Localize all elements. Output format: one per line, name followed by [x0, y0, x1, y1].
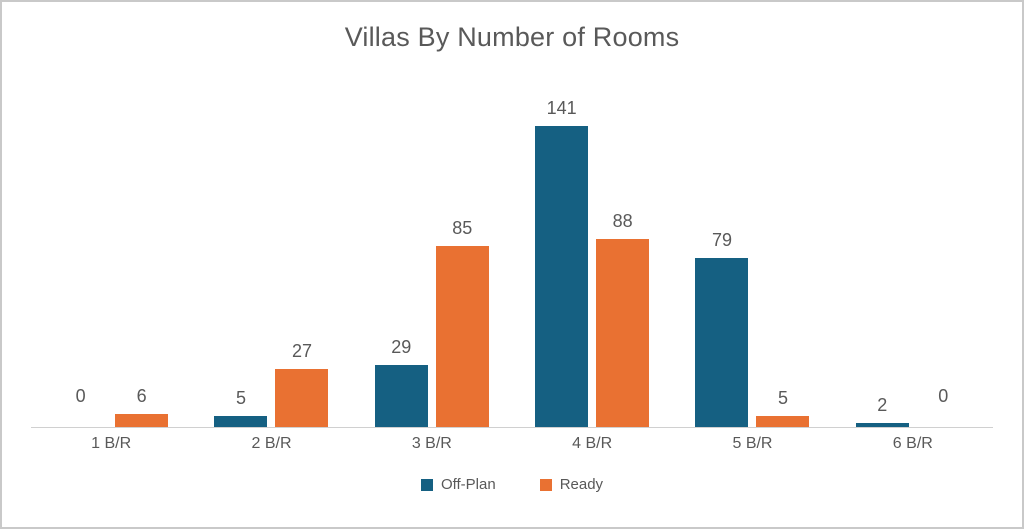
- category-label: 5 B/R: [732, 435, 773, 452]
- bar-group: 79 5: [672, 231, 832, 427]
- bar-cell: 29: [374, 337, 428, 427]
- bar-ready: [756, 416, 810, 427]
- bar-off-plan: [695, 258, 749, 427]
- bar-group: 29 85: [352, 219, 512, 427]
- bar-value-label: 29: [391, 337, 412, 358]
- legend-label: Off-Plan: [440, 476, 496, 493]
- bar-off-plan: [214, 416, 268, 427]
- bar-cell: 79: [695, 230, 749, 427]
- bar-value-label: 79: [711, 230, 732, 251]
- legend-item-off-plan: Off-Plan: [420, 476, 496, 493]
- bar-group: 5 27: [191, 342, 351, 427]
- bar-cell: 141: [535, 98, 589, 427]
- legend: Off-Plan Ready: [2, 476, 1022, 493]
- bar-value-label: 85: [452, 217, 473, 238]
- bar-ready: [115, 414, 169, 427]
- bar-off-plan: [535, 126, 589, 427]
- category-label: 4 B/R: [572, 435, 613, 452]
- bar-ready: [596, 239, 650, 427]
- bar-value-label: 2: [877, 394, 888, 415]
- legend-item-ready: Ready: [539, 476, 604, 493]
- legend-swatch-icon: [539, 478, 552, 491]
- bar-off-plan: [855, 422, 909, 427]
- category-axis: 1 B/R 2 B/R 3 B/R 4 B/R 5 B/R 6 B/R: [31, 428, 993, 460]
- chart-title: Villas By Number of Rooms: [344, 22, 680, 52]
- bar-cell: 0: [917, 387, 970, 427]
- plot-area: 0 6 5 27 29 85 141 88 79 5 2 0: [31, 60, 993, 428]
- category-label: 2 B/R: [251, 435, 292, 452]
- bar-value-label: 88: [612, 211, 633, 232]
- category-label: 3 B/R: [411, 435, 452, 452]
- category-label: 6 B/R: [892, 435, 933, 452]
- bar-cell: 6: [115, 386, 169, 427]
- legend-swatch-icon: [420, 478, 433, 491]
- bar-ready: [435, 245, 489, 427]
- bar-cell: 2: [855, 394, 909, 427]
- bar-value-label: 5: [777, 388, 788, 409]
- bar-value-label: 6: [136, 386, 147, 407]
- bar-group: 141 88: [512, 99, 672, 427]
- legend-label: Ready: [559, 476, 604, 493]
- bar-value-label: 141: [546, 98, 577, 118]
- bar-cell: 85: [435, 217, 489, 427]
- category-label: 1 B/R: [91, 435, 132, 452]
- bar-value-label: 5: [235, 388, 246, 409]
- bar-value-label: 0: [938, 386, 949, 406]
- bar-cell: 27: [275, 341, 329, 427]
- bar-value-label: 0: [75, 386, 86, 406]
- bar-ready: [275, 369, 329, 427]
- bar-cell: 0: [54, 387, 107, 427]
- bar-groups: 0 6 5 27 29 85 141 88 79 5 2 0: [31, 60, 993, 427]
- bar-off-plan: [374, 365, 428, 427]
- bar-cell: 5: [214, 388, 268, 427]
- bar-value-label: 27: [291, 341, 312, 362]
- bar-cell: 88: [596, 211, 650, 427]
- bar-cell: 5: [756, 388, 810, 427]
